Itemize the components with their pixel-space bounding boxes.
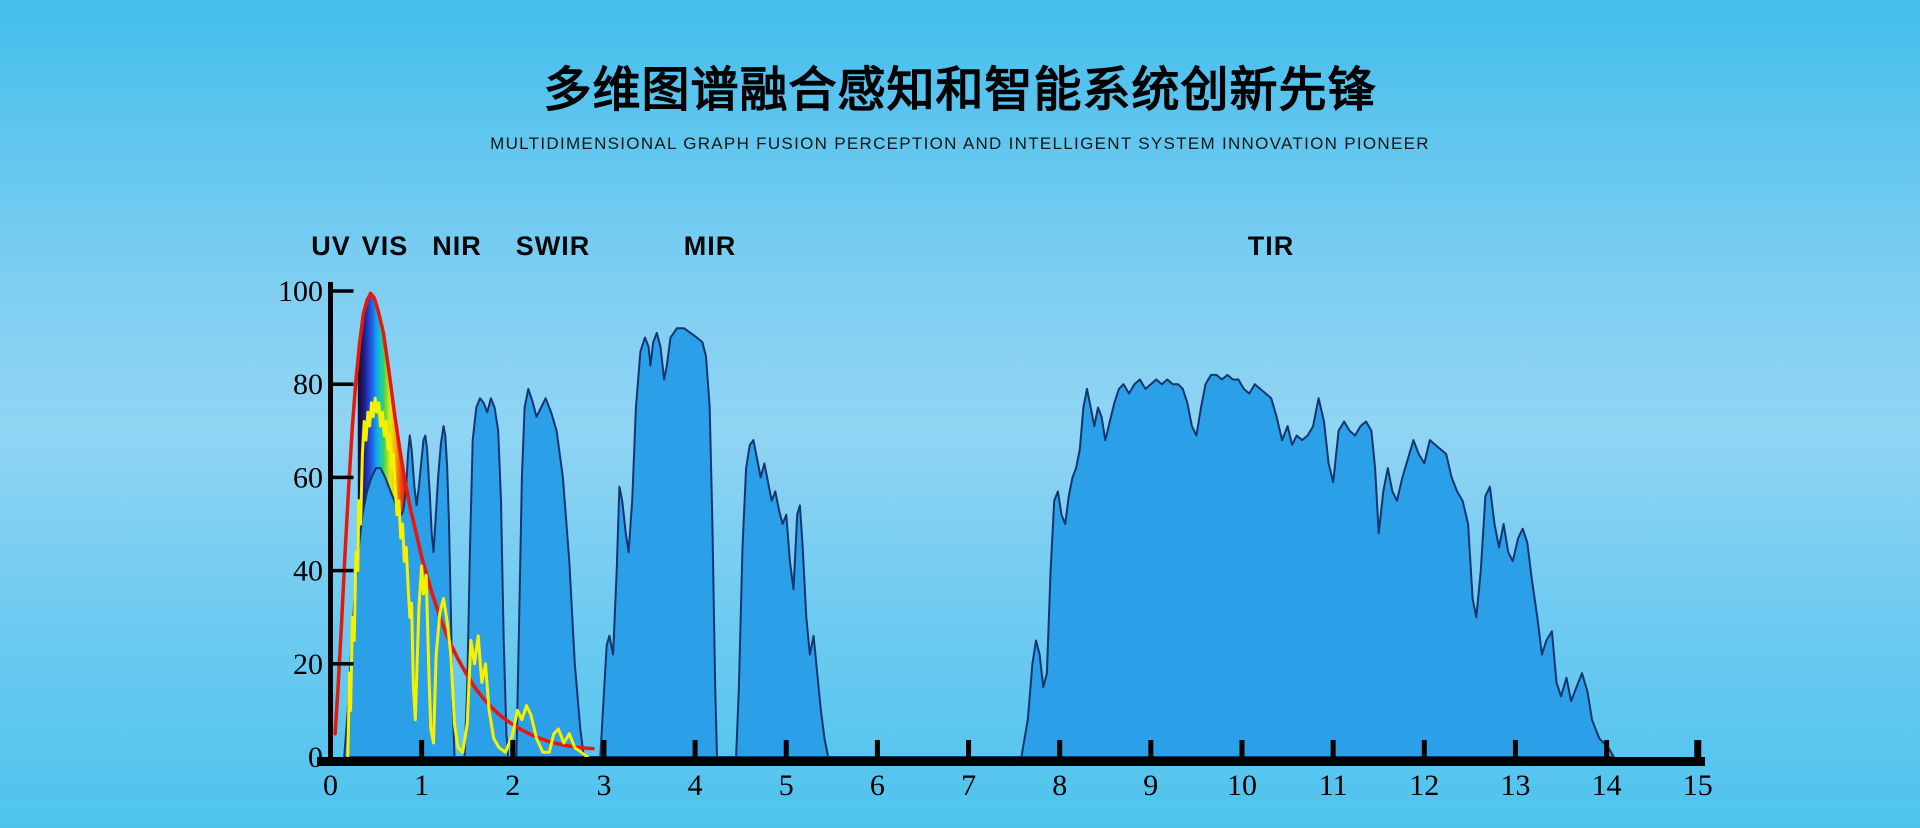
x-tick-label: 1 (414, 769, 429, 802)
band-label-vis: VIS (362, 231, 409, 261)
x-tick (1330, 740, 1336, 757)
x-tick-label: 12 (1409, 769, 1439, 802)
page-header: 多维图谱融合感知和智能系统创新先锋 MULTIDIMENSIONAL GRAPH… (0, 0, 1920, 154)
surface-solar-spectrum-curve (346, 396, 589, 759)
y-tick-label: 60 (293, 461, 323, 494)
x-tick-label: 13 (1501, 769, 1531, 802)
x-tick-label: 3 (597, 769, 612, 802)
x-tick (783, 740, 789, 757)
y-tick-label: 40 (293, 555, 323, 588)
transmission-area (343, 327, 1615, 758)
band-label-swir: SWIR (516, 231, 591, 261)
x-tick (1421, 740, 1427, 757)
y-tick-label: 0 (308, 741, 323, 774)
y-tick-label: 20 (293, 648, 323, 681)
x-tick-label: 5 (779, 769, 794, 802)
solar-spectrum-rainbow-peak (357, 295, 408, 599)
x-tick (419, 740, 425, 757)
x-tick-label: 15 (1683, 769, 1713, 802)
x-tick (692, 740, 698, 757)
y-tick (330, 475, 354, 480)
x-tick (1239, 740, 1245, 757)
band-label-nir: NIR (432, 231, 482, 261)
x-tick (966, 740, 972, 757)
y-tick (330, 662, 354, 666)
x-axis-end-cap (1694, 740, 1702, 757)
y-tick (330, 382, 354, 386)
x-tick (510, 740, 516, 757)
band-label-mir: MIR (684, 231, 737, 261)
page-title: 多维图谱融合感知和智能系统创新先锋 (543, 64, 1377, 117)
x-tick (1604, 740, 1610, 757)
y-tick (330, 568, 354, 573)
y-tick (330, 289, 354, 293)
x-tick-label: 8 (1052, 769, 1067, 802)
x-tick-label: 0 (323, 769, 338, 802)
y-tick-label: 100 (278, 275, 323, 308)
x-tick (1057, 740, 1063, 757)
y-axis-line (328, 282, 333, 766)
band-label-tir: TIR (1248, 231, 1295, 261)
x-axis-line (317, 757, 1705, 766)
x-tick-label: 14 (1592, 769, 1622, 802)
band-label-uv: UV (311, 231, 351, 261)
page-subtitle: MULTIDIMENSIONAL GRAPH FUSION PERCEPTION… (490, 134, 1430, 154)
x-tick-label: 7 (961, 769, 976, 802)
x-tick (1512, 740, 1518, 757)
x-tick (601, 740, 607, 757)
x-tick (874, 740, 880, 757)
x-tick-label: 11 (1319, 769, 1348, 802)
x-tick-label: 2 (505, 769, 520, 802)
x-tick-label: 6 (870, 769, 885, 802)
y-tick-label: 80 (293, 368, 323, 401)
x-tick-label: 4 (688, 769, 703, 802)
x-tick (1148, 740, 1154, 757)
x-tick-label: 10 (1227, 769, 1257, 802)
x-tick-label: 9 (1143, 769, 1158, 802)
